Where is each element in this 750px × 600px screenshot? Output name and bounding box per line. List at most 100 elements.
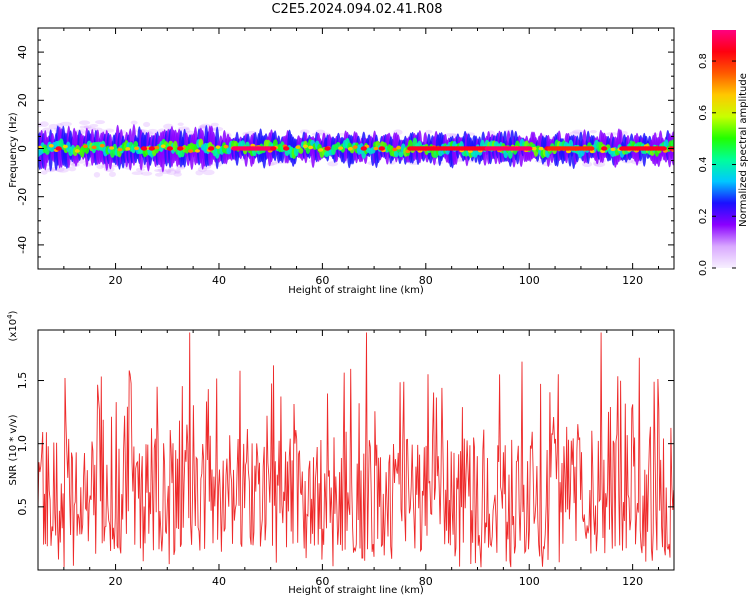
heat-halo (78, 120, 91, 125)
heat-halo (166, 169, 177, 176)
snr-xtick-label: 20 (109, 575, 123, 588)
spectrogram-ylabel: Frequency (Hz) (8, 112, 19, 188)
snr-xtick-label: 120 (622, 575, 643, 588)
heat-peak (660, 146, 667, 151)
heat-halo (177, 122, 184, 127)
colorbar-label: Normalized spectral amplitude (738, 73, 749, 227)
heat-halo (178, 126, 190, 131)
heat-halo (176, 166, 186, 170)
heat-halo (210, 122, 219, 127)
heat-peak (360, 146, 367, 151)
heat-halo (54, 166, 65, 172)
heat-peak (588, 146, 595, 151)
snr-xlabel: Height of straight line (km) (288, 585, 424, 596)
heat-peak (55, 146, 62, 151)
heat-speck (295, 145, 301, 149)
heat-halo (93, 171, 101, 178)
heat-speck (352, 145, 358, 149)
spectrogram-frame (37, 27, 675, 270)
heat-speck (531, 146, 537, 151)
spectrogram-axes: 20 40 60 80 100 120 -40 -20 0 20 40 (16, 27, 674, 287)
heat-speck (538, 146, 544, 151)
colorbar-tick-label: 0.8 (698, 53, 709, 69)
snr-multiplier: (x104) (6, 310, 19, 341)
snr-ytick-label: 1.5 (16, 372, 29, 390)
heat-halo (96, 164, 104, 170)
heat-halo (620, 131, 628, 136)
heat-halo (200, 123, 211, 129)
heat-halo (48, 123, 59, 130)
heat-halo (582, 161, 593, 168)
colorbar-tick-label: 0.0 (698, 260, 709, 276)
heat-speck (373, 146, 379, 151)
heat-halo (621, 158, 634, 164)
heat-speck (302, 144, 308, 149)
heat-halo (140, 171, 153, 176)
heat-peak (140, 146, 148, 151)
heat-halo (195, 170, 204, 176)
heat-halo (89, 124, 99, 128)
heat-peak (600, 146, 608, 151)
snr-ytick-label: 1.0 (16, 435, 29, 453)
heat-halo (108, 171, 116, 177)
heat-speck (318, 148, 324, 152)
heat-halo (425, 129, 433, 134)
figure-title: C2E5.2024.094.02.41.R08 (271, 2, 443, 17)
heat-speck (91, 145, 97, 150)
snr-ytick-label: 0.5 (16, 498, 29, 516)
heat-peak (270, 146, 277, 151)
snr-xtick-label: 60 (315, 575, 329, 588)
spectrogram-ytick-label: 40 (16, 45, 29, 59)
snr-xtick-label: 100 (519, 575, 540, 588)
heat-speck (99, 143, 105, 148)
spectrogram-xtick-label: 20 (109, 274, 123, 287)
heat-speck (125, 147, 131, 151)
heat-core (398, 151, 404, 158)
heat-speck (82, 144, 88, 149)
svg-text:(x104): (x104) (6, 310, 19, 341)
heat-halo (38, 122, 43, 128)
snr-ylabel: SNR (10 * v/v) (8, 414, 19, 485)
heat-peak (526, 146, 533, 151)
heat-halo (130, 120, 138, 125)
heat-halo (165, 169, 172, 173)
heat-speck (338, 146, 344, 150)
heat-speck (160, 144, 166, 149)
heat-halo (315, 129, 326, 135)
spectrogram-xtick-label: 60 (315, 274, 329, 287)
heat-halo (168, 167, 175, 172)
heat-speck (194, 149, 200, 153)
heat-peak (324, 146, 331, 151)
snr-series (38, 332, 674, 568)
heat-halo (589, 129, 597, 134)
colorbar: 0.0 0.2 0.4 0.6 0.8 Normalized spectral ampl… (698, 30, 749, 276)
heat-speck (154, 145, 160, 150)
heat-halo (143, 121, 151, 128)
snr-panel: 20 40 60 80 100 120 0.5 1.0 1.5 Height of straig… (6, 310, 675, 596)
heat-speck (134, 146, 140, 151)
heat-core (298, 147, 304, 154)
heat-speck (347, 146, 353, 151)
heat-halo (444, 132, 457, 137)
spectrogram-xtick-label: 120 (622, 274, 643, 287)
heat-peak (282, 146, 290, 151)
heat-halo (131, 171, 143, 176)
heat-halo (173, 172, 182, 177)
heat-halo (85, 126, 97, 131)
heat-halo (95, 120, 105, 125)
spectrogram-panel: 20 40 60 80 100 120 -40 -20 0 20 40 Height of stra… (8, 27, 675, 296)
heat-speck (74, 149, 80, 153)
heat-halo (327, 161, 339, 167)
heat-halo (40, 170, 48, 175)
heat-speck (223, 144, 229, 149)
heat-peak (148, 146, 155, 151)
heat-halo (270, 161, 278, 166)
heat-speck (117, 147, 123, 152)
heat-halo (56, 167, 69, 173)
heat-peak (208, 146, 215, 151)
heat-halo (299, 129, 310, 135)
colorbar-tick-label: 0.6 (698, 105, 709, 121)
heat-halo (184, 130, 196, 134)
heat-halo (163, 123, 174, 130)
